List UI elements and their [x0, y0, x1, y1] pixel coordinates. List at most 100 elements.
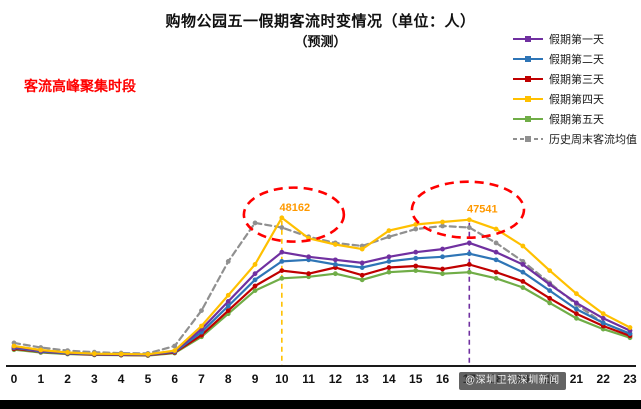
legend-item: 假期第四天: [513, 92, 637, 106]
series-marker: [520, 243, 526, 249]
series-marker: [225, 303, 231, 309]
peak-value-label: 47541: [467, 204, 498, 216]
series-marker: [466, 240, 472, 246]
series-marker: [279, 215, 285, 221]
series-marker: [279, 249, 285, 255]
series-marker: [386, 269, 392, 275]
series-marker: [466, 262, 472, 267]
series-marker: [252, 262, 258, 267]
legend-item: 假期第二天: [513, 52, 637, 66]
series-marker: [547, 300, 553, 306]
x-axis-label: 14: [382, 372, 396, 386]
peak-value-label: 48162: [280, 202, 311, 214]
legend-label: 假期第一天: [549, 33, 604, 46]
legend-label: 历史周末客流均值: [549, 133, 637, 146]
x-axis-label: 22: [597, 372, 611, 386]
series-marker: [199, 308, 204, 314]
series-marker: [225, 298, 231, 304]
series-marker: [440, 219, 445, 225]
series-marker: [413, 263, 419, 269]
series-marker: [547, 282, 553, 287]
series-marker: [172, 348, 178, 354]
series-marker: [493, 226, 499, 232]
series-marker: [627, 325, 633, 330]
series-marker: [574, 315, 579, 321]
series-marker: [199, 323, 204, 329]
peak-highlight-ellipse: [242, 186, 346, 243]
series-marker: [38, 347, 44, 353]
series-marker: [386, 258, 392, 264]
series-marker: [574, 300, 579, 306]
series-marker: [574, 306, 579, 312]
legend-item: 假期第五天: [513, 112, 637, 126]
series-marker: [493, 275, 499, 281]
series-marker: [574, 291, 579, 297]
x-axis-label: 6: [171, 372, 178, 386]
x-axis-label: 7: [198, 372, 205, 386]
series-marker: [493, 240, 499, 246]
series-marker: [547, 268, 553, 274]
legend-swatch-icon: [513, 55, 543, 62]
legend-item: 历史周末客流均值: [513, 132, 637, 146]
series-marker: [493, 249, 499, 255]
x-axis-label: 23: [623, 372, 637, 386]
legend-item: 假期第三天: [513, 72, 637, 86]
x-axis-label: 12: [329, 372, 343, 386]
series-line: [12, 252, 632, 356]
series-marker: [440, 223, 445, 229]
series-marker: [359, 260, 365, 266]
x-axis-label: 8: [225, 372, 232, 386]
series-marker: [359, 272, 365, 278]
series-marker: [279, 225, 285, 230]
watermark: @深圳卫视深圳新闻: [459, 372, 566, 390]
legend-swatch-icon: [513, 135, 543, 142]
series-marker: [600, 311, 606, 317]
series-marker: [386, 265, 392, 270]
legend-swatch-icon: [513, 75, 543, 82]
series-marker: [600, 320, 606, 326]
series-marker: [225, 258, 231, 264]
series-marker: [440, 266, 445, 272]
x-axis-label: 5: [145, 372, 152, 386]
peak-highlight-ellipse: [410, 180, 526, 239]
series-marker: [11, 343, 17, 349]
x-axis-label: 10: [275, 372, 289, 386]
legend-label: 假期第五天: [549, 113, 604, 126]
series-marker: [359, 277, 365, 283]
series-line: [12, 263, 632, 357]
series-marker: [574, 311, 579, 317]
series-marker: [413, 222, 419, 227]
series-marker: [413, 268, 419, 274]
series-marker: [600, 315, 606, 321]
series-marker: [252, 283, 258, 289]
series-marker: [65, 350, 70, 355]
series-marker: [520, 262, 526, 267]
series-marker: [279, 258, 285, 264]
series-marker: [359, 246, 365, 252]
series-marker: [279, 275, 285, 281]
series-marker: [279, 268, 285, 274]
series-marker: [118, 351, 124, 357]
series-marker: [145, 351, 151, 357]
chart-subtitle: （预测）: [294, 34, 347, 49]
series-marker: [520, 269, 526, 275]
series-marker: [386, 228, 392, 234]
series-marker: [440, 254, 445, 260]
x-axis-label: 13: [355, 372, 369, 386]
legend-item: 假期第一天: [513, 32, 637, 46]
series-marker: [466, 269, 472, 275]
letterbox-bar: [0, 400, 641, 409]
legend-label: 假期第四天: [549, 93, 604, 106]
series-marker: [359, 265, 365, 270]
series-marker: [493, 257, 499, 263]
legend-label: 假期第二天: [549, 53, 604, 66]
series-marker: [252, 271, 258, 277]
series-marker: [440, 271, 445, 277]
series-marker: [386, 234, 392, 240]
peak-annotation-text: 客流高峰聚集时段: [24, 78, 136, 94]
series-marker: [520, 278, 526, 284]
series-marker: [225, 292, 231, 298]
series-marker: [466, 225, 472, 230]
series-marker: [413, 255, 419, 261]
series-marker: [413, 226, 419, 232]
